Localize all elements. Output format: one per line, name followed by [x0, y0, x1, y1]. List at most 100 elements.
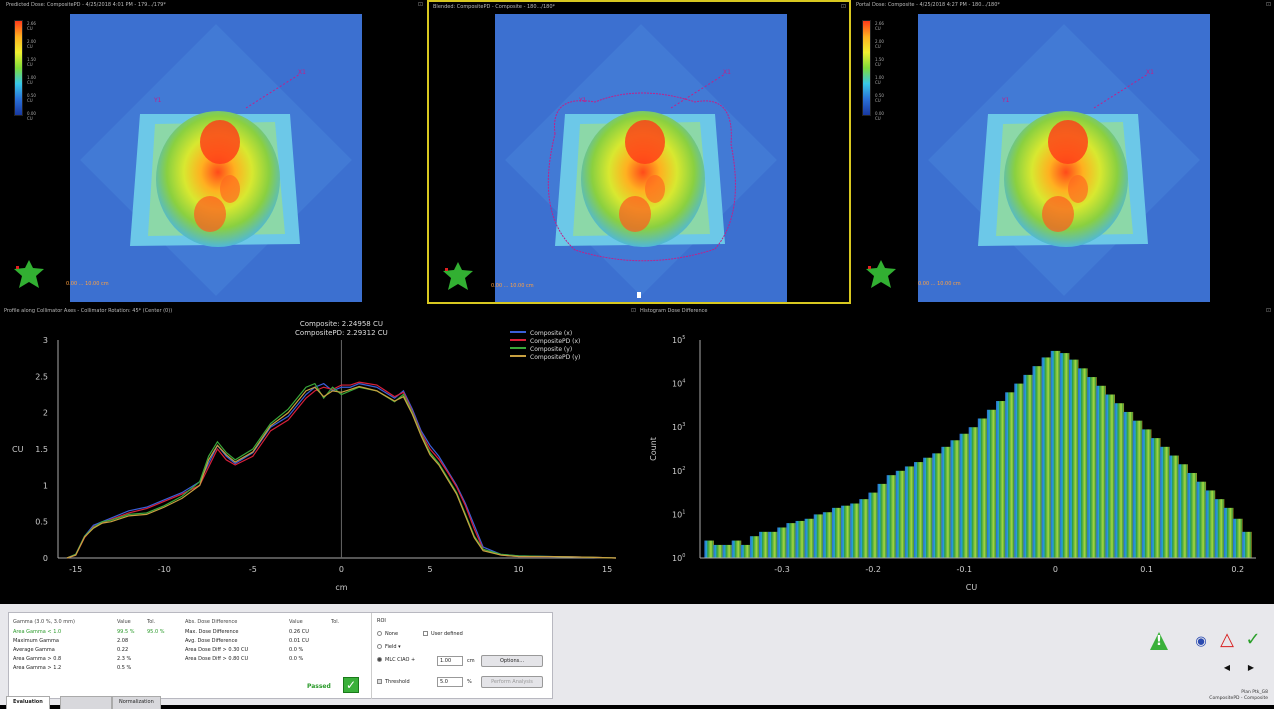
y-axis-label: Count [649, 437, 658, 461]
slider-handle[interactable] [637, 292, 641, 298]
maximize-icon[interactable]: ⊡ [840, 3, 846, 10]
histogram-bar [1068, 359, 1079, 558]
scale-label: 0.00 ... 10.00 cm [66, 281, 109, 287]
header-cell: Tol. [147, 619, 156, 625]
histogram-bar [1233, 518, 1243, 558]
next-arrow-icon[interactable]: ▶ [1247, 662, 1255, 672]
stats-row: Area Gamma > 0.8 2.3 % Area Dose Diff > 0.… [9, 656, 369, 664]
histogram-bar [1041, 357, 1052, 558]
series-line [66, 381, 617, 559]
checkbox-label: Threshold [385, 679, 410, 685]
histogram-chart[interactable]: -0.3 -0.2 -0.1 0 0.1 0.2 100 101 102 103 104 105 Cou… [640, 318, 1270, 604]
passed-label: Passed [307, 683, 331, 690]
plan-name: Plan Ptk_G8 [1241, 690, 1268, 695]
histogram-bar [1150, 438, 1161, 558]
previous-arrow-icon[interactable]: ◀ [1223, 662, 1231, 672]
threshold-field[interactable]: 5.0 [437, 677, 463, 687]
tab-blank[interactable] [60, 696, 112, 709]
stats-cell: 95.0 % [147, 629, 165, 635]
portal-dose-panel[interactable]: Portal Dose: Composite - 4/25/2018 4:27 … [852, 0, 1274, 304]
y-tick-label: 105 [672, 335, 685, 345]
histogram-bar [831, 507, 842, 558]
legend-tick: 2.66 CU [875, 21, 884, 31]
maximize-icon[interactable]: ⊡ [630, 307, 636, 314]
histogram-bar [959, 433, 970, 558]
y-tick-label: 1.5 [35, 445, 48, 454]
histogram-bar [1014, 383, 1024, 558]
histogram-bar [1050, 350, 1061, 558]
histogram-bar [1005, 392, 1015, 558]
x-tick-label: 15 [602, 565, 612, 574]
histogram-bar [786, 523, 796, 558]
maximize-icon[interactable]: ⊡ [1265, 307, 1271, 314]
mlc-margin-field[interactable]: 1.00 [437, 656, 463, 666]
perform-analysis-button[interactable]: Perform Analysis [481, 676, 543, 688]
patient-orientation-icon [443, 262, 473, 290]
stats-cell: Area Gamma > 1.2 [13, 665, 62, 671]
dose-color-legend: 2.66 CU 2.00 CU 1.50 CU 1.00 CU 0.50 CU … [14, 20, 36, 121]
histogram-bar [1242, 531, 1252, 558]
panel-title: Predicted Dose: CompositePD - 4/25/2018 … [6, 2, 166, 8]
dose-image[interactable] [918, 14, 1210, 302]
histogram-bar [986, 409, 997, 558]
mlc-unit-label: cm [467, 658, 475, 664]
x-tick-label: 0 [1053, 565, 1058, 574]
dose-image[interactable] [70, 14, 362, 302]
stats-cell: Area Dose Diff > 0.30 CU [185, 647, 249, 653]
y-axis-label: CU [12, 445, 24, 454]
x-tick-label: -0.3 [774, 565, 790, 574]
x-tick-label: -15 [69, 565, 82, 574]
header-cell: Value [289, 619, 303, 625]
stats-row: Maximum Gamma 2.08 Avg. Dose Difference 0.0… [9, 638, 369, 646]
reject-icon[interactable]: △ [1220, 628, 1234, 650]
evaluation-panel: Gamma (3.0 %, 3.0 mm) Value Tol. Abs. Do… [0, 604, 1274, 709]
histogram-bar [1032, 366, 1043, 558]
histogram-bar [759, 531, 769, 558]
header-cell: Value [117, 619, 131, 625]
histogram-bar [1169, 455, 1179, 558]
dose-image[interactable] [495, 14, 787, 302]
blended-dose-panel[interactable]: Blended: CompositePD - Composite - 180..… [427, 0, 851, 304]
maximize-icon[interactable]: ⊡ [1265, 1, 1271, 8]
tab-evaluation[interactable]: Evaluation [6, 696, 50, 709]
legend-label: Composite (x) [530, 330, 572, 337]
y-tick-label: 103 [672, 422, 685, 432]
approve-icon[interactable]: ✓ [1245, 628, 1261, 650]
stats-row: Average Gamma 0.22 Area Dose Diff > 0.30 C… [9, 647, 369, 655]
series-line [66, 382, 617, 559]
patient-orientation-icon [866, 260, 896, 288]
y-tick-label: 0 [43, 554, 48, 563]
legend-tick: 0.50 CU [875, 93, 884, 103]
threshold-checkbox[interactable]: Threshold [377, 679, 410, 685]
histogram-bar [1214, 499, 1225, 558]
histogram-bar [1160, 446, 1170, 558]
panel-title: Portal Dose: Composite - 4/25/2018 4:27 … [856, 2, 1000, 8]
predicted-dose-panel[interactable]: Predicted Dose: CompositePD - 4/25/2018 … [2, 0, 426, 304]
histogram-bar [740, 544, 751, 558]
cursor-readout: CompositePD: 2.29312 CU [295, 329, 388, 337]
profile-chart[interactable]: -15 -10 -5 0 5 10 15 0 0.5 1 1.5 2 2.5 3 cm CU Composite… [0, 318, 634, 604]
y-tick-label: 102 [672, 466, 685, 476]
y-tick-label: 100 [672, 553, 685, 563]
legend-tick: 2.66 CU [27, 21, 36, 31]
roi-field-radio[interactable]: Field ▾ [377, 644, 401, 650]
patient-orientation-icon [14, 260, 44, 288]
stats-cell: 0.22 [117, 647, 129, 653]
x-tick-label: 5 [427, 565, 432, 574]
stats-header-row: Gamma (3.0 %, 3.0 mm) Value Tol. Abs. Do… [13, 619, 373, 627]
histogram-bar [1141, 429, 1152, 558]
warning-ok-icon[interactable]: ! [1150, 632, 1168, 650]
roi-none-radio[interactable]: None [377, 631, 398, 637]
histogram-bar [850, 503, 860, 558]
cursor-readout: Composite: 2.24958 CU [300, 320, 383, 328]
user-defined-checkbox[interactable]: User defined [423, 631, 463, 637]
header-cell: Abs. Dose Difference [185, 619, 238, 625]
tab-normalization[interactable]: Normalization [112, 696, 161, 709]
eye-icon[interactable]: ◉ [1195, 633, 1207, 649]
options-button[interactable]: Options... [481, 655, 543, 667]
histogram-bar [804, 518, 815, 558]
profile-title: Profile along Collimator Axes - Collimat… [4, 308, 173, 314]
maximize-icon[interactable]: ⊡ [417, 1, 423, 8]
histogram-bar [1105, 394, 1115, 558]
roi-mlc-radio[interactable]: MLC CIAO + [377, 657, 415, 663]
